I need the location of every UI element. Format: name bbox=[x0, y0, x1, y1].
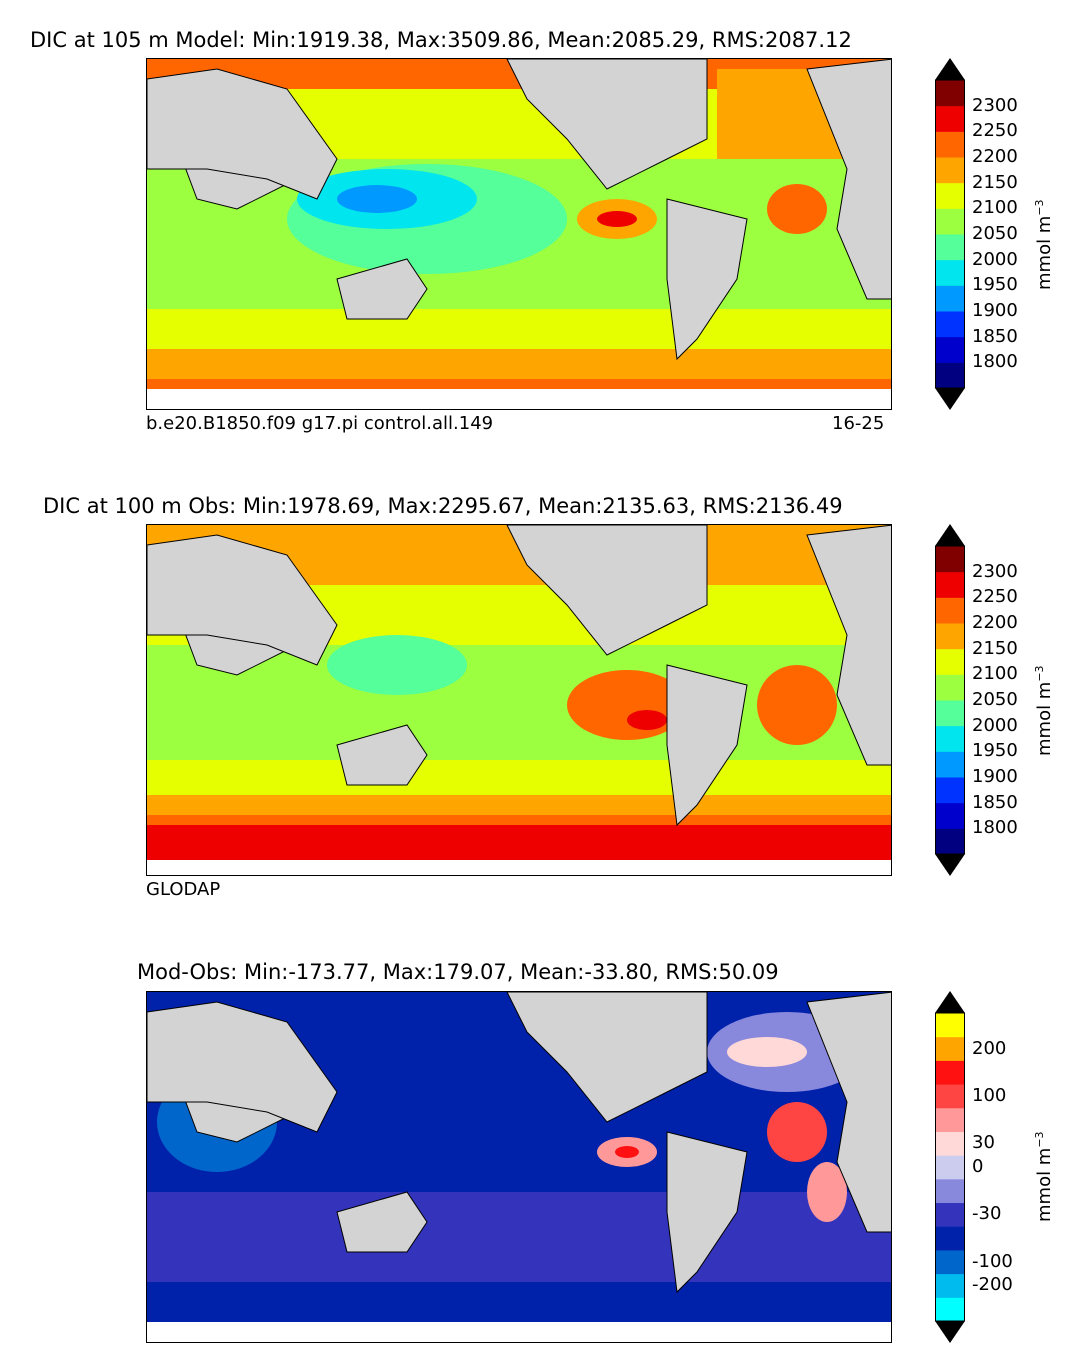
colorbar-segment bbox=[935, 751, 965, 778]
colorbar-tick-label: 2000 bbox=[972, 714, 1018, 736]
panel2-map-svg bbox=[147, 525, 891, 875]
colorbar-segment bbox=[935, 105, 965, 132]
colorbar-tick-label: 2300 bbox=[972, 560, 1018, 582]
colorbar-tick-label: 2150 bbox=[972, 637, 1018, 659]
colorbar-segment bbox=[935, 1249, 965, 1275]
colorbar-segment bbox=[935, 1084, 965, 1109]
colorbar-extend-max bbox=[935, 991, 965, 1013]
colorbar-tick-label: -200 bbox=[972, 1274, 1013, 1296]
colorbar-segment bbox=[935, 234, 965, 261]
panel1-footer-right: 16-25 bbox=[832, 413, 885, 434]
panel3-map bbox=[146, 991, 892, 1343]
colorbar-extend-max bbox=[935, 524, 965, 546]
colorbar-segment bbox=[935, 725, 965, 752]
panel1-title: DIC at 105 m Model: Min:1919.38, Max:350… bbox=[30, 28, 852, 52]
colorbar-extend-max bbox=[935, 58, 965, 80]
colorbar-tick-label: 1900 bbox=[972, 766, 1018, 787]
colorbar-tick-label: 200 bbox=[972, 1037, 1007, 1059]
colorbar-tick-label: 2250 bbox=[972, 586, 1018, 608]
colorbar-segment bbox=[935, 1226, 965, 1251]
colorbar-segment bbox=[935, 362, 965, 389]
colorbar-extend-min bbox=[935, 854, 965, 876]
colorbar-segment bbox=[935, 674, 965, 701]
colorbar-frame bbox=[935, 1012, 965, 1322]
panel1-footer-left: b.e20.B1850.f09 g17.pi control.all.149 bbox=[146, 413, 494, 434]
colorbar-segment bbox=[935, 182, 965, 209]
panel1-colorbar bbox=[935, 58, 965, 410]
colorbar-tick-label: 1850 bbox=[972, 791, 1018, 813]
colorbar-tick-label: -30 bbox=[972, 1203, 1002, 1225]
panel1-colorbar-label: mmol m−3 bbox=[1033, 199, 1055, 290]
panel3-title: Mod-Obs: Min:-173.77, Max:179.07, Mean:-… bbox=[137, 960, 779, 984]
panel3-colorbar bbox=[935, 991, 965, 1343]
colorbar-tick-label: -100 bbox=[972, 1250, 1013, 1272]
colorbar-tick-label: 1900 bbox=[972, 300, 1018, 321]
colorbar-tick-label: 1850 bbox=[972, 325, 1018, 347]
panel2-footer-left: GLODAP bbox=[146, 879, 221, 900]
colorbar-segment bbox=[935, 546, 965, 573]
colorbar-tick-label: 2150 bbox=[972, 171, 1018, 193]
colorbar-tick-label: 2100 bbox=[972, 663, 1018, 685]
colorbar-segment bbox=[935, 1297, 965, 1322]
panel2-title: DIC at 100 m Obs: Min:1978.69, Max:2295.… bbox=[43, 494, 843, 518]
colorbar-segment bbox=[935, 311, 965, 338]
colorbar-segment bbox=[935, 1131, 965, 1156]
colorbar-segment bbox=[935, 802, 965, 829]
colorbar-segment bbox=[935, 336, 965, 363]
panel2-colorbar-label: mmol m−3 bbox=[1033, 665, 1055, 756]
colorbar-tick-label: 0 bbox=[972, 1156, 984, 1177]
panel2-colorbar bbox=[935, 524, 965, 876]
colorbar-segment bbox=[935, 623, 965, 650]
colorbar-segment bbox=[935, 1178, 965, 1204]
colorbar-tick-label: 2100 bbox=[972, 197, 1018, 219]
colorbar-tick-label: 2300 bbox=[972, 94, 1018, 116]
colorbar-tick-label: 2200 bbox=[972, 612, 1018, 633]
colorbar-segment bbox=[935, 131, 965, 158]
panel1-map-svg bbox=[147, 59, 891, 409]
colorbar-tick-label: 2200 bbox=[972, 146, 1018, 167]
colorbar-tick-label: 100 bbox=[972, 1084, 1007, 1106]
colorbar-tick-label: 2250 bbox=[972, 120, 1018, 142]
colorbar-segment bbox=[935, 1202, 965, 1227]
colorbar-segment bbox=[935, 648, 965, 675]
colorbar-tick-label: 1950 bbox=[972, 740, 1018, 762]
colorbar-tick-label: 2050 bbox=[972, 223, 1018, 244]
colorbar-segment bbox=[935, 157, 965, 184]
panel1-map bbox=[146, 58, 892, 410]
panel3-map-svg bbox=[147, 992, 891, 1342]
colorbar-segment bbox=[935, 80, 965, 107]
colorbar-segment bbox=[935, 285, 965, 312]
colorbar-tick-label: 2000 bbox=[972, 248, 1018, 270]
colorbar-segment bbox=[935, 828, 965, 855]
colorbar-tick-label: 1950 bbox=[972, 274, 1018, 296]
colorbar-tick-label: 1800 bbox=[972, 817, 1018, 839]
panel3-colorbar-label: mmol m−3 bbox=[1033, 1131, 1055, 1222]
colorbar-segment bbox=[935, 1273, 965, 1298]
colorbar-tick-label: 2050 bbox=[972, 689, 1018, 710]
colorbar-extend-min bbox=[935, 1321, 965, 1343]
colorbar-segment bbox=[935, 777, 965, 804]
panel2-map bbox=[146, 524, 892, 876]
colorbar-segment bbox=[935, 1036, 965, 1061]
colorbar-tick-label: 1800 bbox=[972, 351, 1018, 373]
colorbar-segment bbox=[935, 208, 965, 235]
colorbar-segment bbox=[935, 597, 965, 624]
colorbar-tick-label: 30 bbox=[972, 1132, 995, 1154]
colorbar-segment bbox=[935, 1060, 965, 1085]
colorbar-segment bbox=[935, 259, 965, 286]
colorbar-segment bbox=[935, 571, 965, 598]
colorbar-segment bbox=[935, 700, 965, 727]
colorbar-frame bbox=[935, 79, 965, 389]
colorbar-segment bbox=[935, 1155, 965, 1180]
colorbar-frame bbox=[935, 545, 965, 855]
colorbar-segment bbox=[935, 1107, 965, 1132]
colorbar-segment bbox=[935, 1013, 965, 1038]
colorbar-extend-min bbox=[935, 388, 965, 410]
